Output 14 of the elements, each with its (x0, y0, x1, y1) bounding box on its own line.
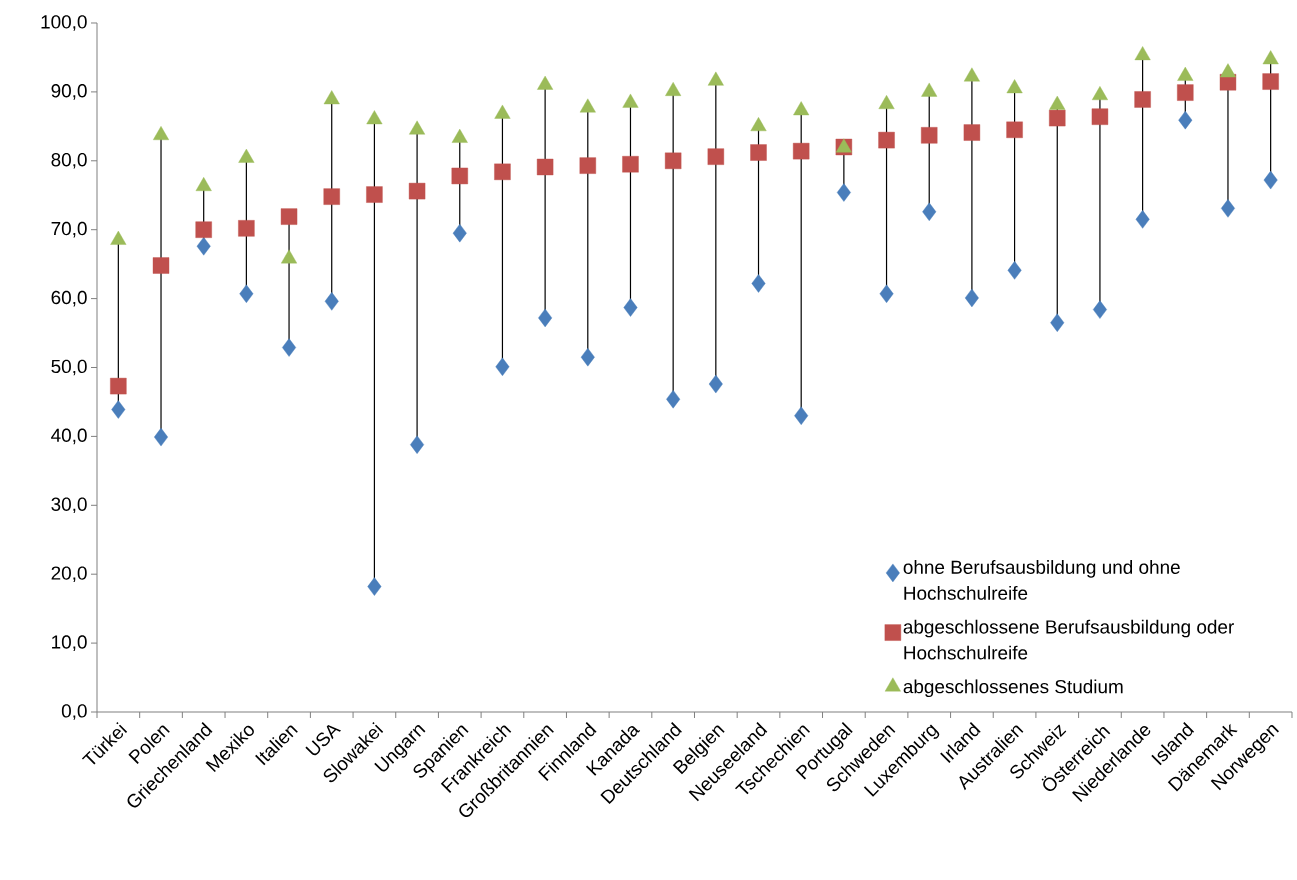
y-tick-label: 60,0 (51, 290, 87, 307)
legend-label: abgeschlossene Berufsausbildung oder Hochschulreife (903, 619, 1234, 660)
legend-label: abgeschlossenes Studium (903, 679, 1123, 698)
y-tick-label: 80,0 (51, 152, 87, 169)
y-tick-label: 70,0 (51, 221, 87, 238)
y-tick-label: 90,0 (51, 84, 87, 100)
y-tick-label: 20,0 (51, 566, 87, 583)
y-tick-label: 10,0 (52, 635, 87, 651)
legend-label: ohne Berufsausbildung und ohne Hochschulreife (903, 560, 1180, 600)
y-tick-label: 0,0 (61, 704, 87, 720)
y-tick-label: 50,0 (51, 359, 87, 376)
y-tick-label: 100,0 (41, 15, 87, 31)
y-tick-label: 30,0 (51, 497, 87, 514)
y-tick-label: 40,0 (51, 428, 87, 445)
